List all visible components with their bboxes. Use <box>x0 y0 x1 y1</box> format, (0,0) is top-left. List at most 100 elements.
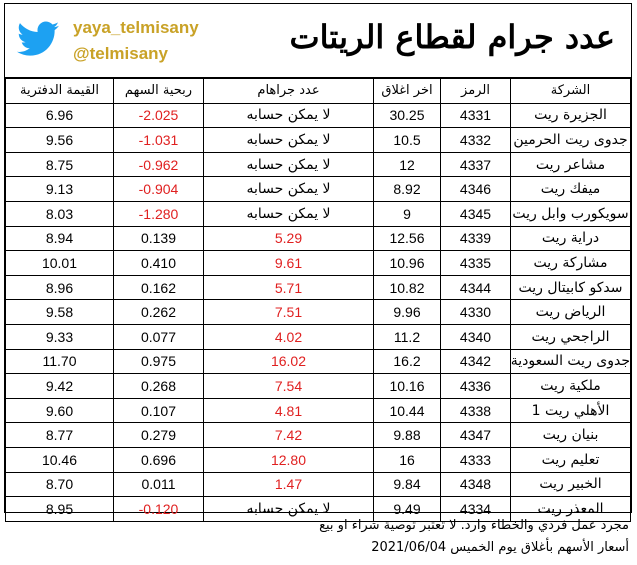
company-cell: ميفك ريت <box>510 176 631 202</box>
book-value-cell: 9.33 <box>5 323 114 350</box>
company-cell: بنيان ريت <box>510 422 631 448</box>
last-close-cell: 11.2 <box>373 323 441 350</box>
book-value-cell: 8.70 <box>5 471 114 498</box>
book-value-cell: 8.03 <box>5 200 114 227</box>
code-cell: 4330 <box>440 299 511 325</box>
code-cell: 4336 <box>440 373 511 399</box>
graham-cell: لا يمكن حسابه <box>203 102 374 129</box>
col-book-value: القيمة الدفترية <box>5 78 114 104</box>
col-last-close: اخر اغلاق <box>373 78 441 104</box>
code-cell: 4333 <box>440 446 511 473</box>
company-cell: ملكية ريت <box>510 373 631 399</box>
book-value-cell: 8.75 <box>5 151 114 178</box>
table-row: 8.03 -1.280 لا يمكن حسابه 9 4345 سويكورب وابل… <box>5 200 631 227</box>
col-graham: عدد جراهام <box>203 78 374 104</box>
code-cell: 4348 <box>440 471 511 498</box>
last-close-cell: 9.84 <box>373 471 441 498</box>
book-value-cell: 10.46 <box>5 446 114 473</box>
graham-cell: 16.02 <box>203 348 374 375</box>
table-row: 9.58 0.262 7.51 9.96 4330 الرياض ريت <box>5 299 631 325</box>
handle-name: yaya_telmisany <box>73 18 199 37</box>
last-close-cell: 12 <box>373 151 441 178</box>
table-row: 8.70 0.011 1.47 9.84 4348 الخبير ريت <box>5 471 631 498</box>
last-close-cell: 10.82 <box>373 274 441 301</box>
code-cell: 4335 <box>440 250 511 276</box>
last-close-cell: 9.88 <box>373 422 441 448</box>
col-company: الشركة <box>510 78 631 104</box>
company-cell: جدوى ريت السعودية <box>510 348 631 375</box>
eps-cell: -0.904 <box>113 176 204 202</box>
code-cell: 4339 <box>440 225 511 252</box>
code-cell: 4332 <box>440 127 511 153</box>
last-close-cell: 10.96 <box>373 250 441 276</box>
code-cell: 4331 <box>440 102 511 129</box>
header: yaya_telmisany @telmisany عدد جرام لقطاع… <box>5 4 631 78</box>
company-cell: الجزيرة ريت <box>510 102 631 129</box>
company-cell: سويكورب وابل ريت <box>510 200 631 227</box>
col-code: الرمز <box>440 78 511 104</box>
company-cell: تعليم ريت <box>510 446 631 473</box>
company-cell: الراجحي ريت <box>510 323 631 350</box>
price-date-note: أسعار الأسهم بأغلاق يوم الخميس 2021/06/0… <box>371 540 629 555</box>
last-close-cell: 9.49 <box>373 496 441 522</box>
graham-cell: 12.80 <box>203 446 374 473</box>
table-row: 9.33 0.077 4.02 11.2 4340 الراجحي ريت <box>5 323 631 350</box>
code-cell: 4347 <box>440 422 511 448</box>
last-close-cell: 10.5 <box>373 127 441 153</box>
eps-cell: -0.962 <box>113 151 204 178</box>
book-value-cell: 6.96 <box>5 102 114 129</box>
company-cell: دراية ريت <box>510 225 631 252</box>
table-row: 10.46 0.696 12.80 16 4333 تعليم ريت <box>5 446 631 473</box>
graham-cell: لا يمكن حسابه <box>203 200 374 227</box>
eps-cell: -0.120 <box>113 496 204 522</box>
company-cell: مشاعر ريت <box>510 151 631 178</box>
book-value-cell: 9.58 <box>5 299 114 325</box>
eps-cell: -2.025 <box>113 102 204 129</box>
book-value-cell: 8.96 <box>5 274 114 301</box>
eps-cell: -1.280 <box>113 200 204 227</box>
company-cell: الخبير ريت <box>510 471 631 498</box>
graham-cell: 1.47 <box>203 471 374 498</box>
table-row: 9.13 -0.904 لا يمكن حسابه 8.92 4346 ميفك ريت <box>5 176 631 202</box>
table-row: 8.77 0.279 7.42 9.88 4347 بنيان ريت <box>5 422 631 448</box>
graham-cell: لا يمكن حسابه <box>203 127 374 153</box>
graham-cell: 5.29 <box>203 225 374 252</box>
graham-cell: 7.51 <box>203 299 374 325</box>
eps-cell: 0.107 <box>113 397 204 424</box>
book-value-cell: 9.60 <box>5 397 114 424</box>
last-close-cell: 10.16 <box>373 373 441 399</box>
last-close-cell: 30.25 <box>373 102 441 129</box>
graham-cell: لا يمكن حسابه <box>203 151 374 178</box>
handle-at: @telmisany <box>73 44 169 63</box>
table-row: 8.94 0.139 5.29 12.56 4339 دراية ريت <box>5 225 631 252</box>
code-cell: 4342 <box>440 348 511 375</box>
table-row: 9.42 0.268 7.54 10.16 4336 ملكية ريت <box>5 373 631 399</box>
eps-cell: 0.696 <box>113 446 204 473</box>
company-cell: مشاركة ريت <box>510 250 631 276</box>
company-cell: المعذر ريت <box>510 496 631 522</box>
eps-cell: -1.031 <box>113 127 204 153</box>
table-row: 6.96 -2.025 لا يمكن حسابه 30.25 4331 الجزيرة … <box>5 102 631 129</box>
eps-cell: 0.279 <box>113 422 204 448</box>
graham-cell: 5.71 <box>203 274 374 301</box>
last-close-cell: 12.56 <box>373 225 441 252</box>
book-value-cell: 8.95 <box>5 496 114 522</box>
code-cell: 4345 <box>440 200 511 227</box>
table-row: 8.75 -0.962 لا يمكن حسابه 12 4337 مشاعر ريت <box>5 151 631 178</box>
table-row: 8.96 0.162 5.71 10.82 4344 سدكو كابيتال ريت <box>5 274 631 301</box>
eps-cell: 0.410 <box>113 250 204 276</box>
code-cell: 4346 <box>440 176 511 202</box>
book-value-cell: 11.70 <box>5 348 114 375</box>
book-value-cell: 8.77 <box>5 422 114 448</box>
gram-table: القيمة الدفترية ربحية السهم عدد جراهام ا… <box>5 78 631 522</box>
code-cell: 4340 <box>440 323 511 350</box>
graham-cell: 4.02 <box>203 323 374 350</box>
book-value-cell: 9.13 <box>5 176 114 202</box>
last-close-cell: 10.44 <box>373 397 441 424</box>
code-cell: 4338 <box>440 397 511 424</box>
company-cell: الرياض ريت <box>510 299 631 325</box>
book-value-cell: 9.56 <box>5 127 114 153</box>
last-close-cell: 8.92 <box>373 176 441 202</box>
book-value-cell: 8.94 <box>5 225 114 252</box>
last-close-cell: 16.2 <box>373 348 441 375</box>
